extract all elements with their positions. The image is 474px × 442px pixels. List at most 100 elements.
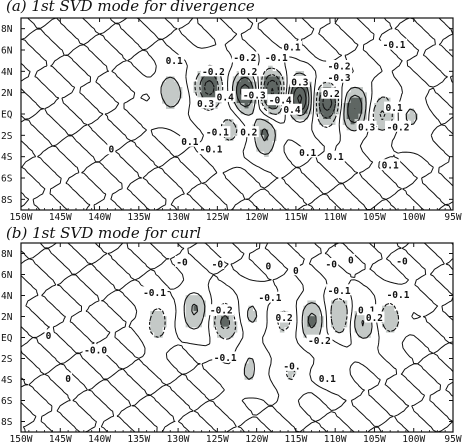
shade-cell xyxy=(295,87,301,93)
shade-cell xyxy=(299,113,305,120)
contour-label: -0.2 xyxy=(387,122,410,133)
shade-cell xyxy=(307,316,312,323)
contour-label-bg xyxy=(281,103,302,115)
shade-cell xyxy=(342,310,348,317)
shade-cell xyxy=(311,316,316,323)
shade-cell xyxy=(197,321,202,328)
shade-cell xyxy=(295,97,301,104)
shade-cell xyxy=(319,119,324,125)
shade-cell xyxy=(307,92,312,99)
shade-cell xyxy=(295,92,301,99)
shade-cell xyxy=(374,108,379,115)
shade-cell xyxy=(350,97,356,104)
shade-cell xyxy=(323,108,328,115)
shade-cell xyxy=(334,305,340,312)
shade-cell xyxy=(185,295,191,302)
shade-cell xyxy=(264,140,269,147)
contour-label-bg xyxy=(326,284,353,296)
shade-cell xyxy=(224,119,230,125)
shade-cell xyxy=(303,305,308,312)
shade-cell xyxy=(166,87,171,93)
shade-cell xyxy=(209,87,214,93)
shade-cell xyxy=(319,103,324,109)
shade-cell xyxy=(260,97,265,104)
contour-label-bg xyxy=(381,38,408,50)
shade-cell xyxy=(323,113,328,120)
contour-label: -0.1 xyxy=(328,286,351,297)
shade-cell xyxy=(342,305,348,312)
contour-label-bg xyxy=(385,288,412,300)
shade-cell xyxy=(162,321,167,328)
contour-label: 0 xyxy=(348,255,354,266)
shade-cell xyxy=(323,81,328,88)
contour-label-bg xyxy=(210,258,225,269)
shade-cell xyxy=(228,321,234,328)
shade-cell xyxy=(358,92,363,99)
shade-cell xyxy=(236,103,242,109)
x-tick-label: 100W xyxy=(402,434,425,442)
contour-label-bg xyxy=(297,146,318,158)
y-tick-label: 6S xyxy=(1,396,13,407)
contour-label: -0.1 xyxy=(383,40,406,51)
y-tick-label: 4S xyxy=(1,152,13,163)
shade-cell xyxy=(150,316,155,323)
shade-cell xyxy=(354,326,360,333)
shade-cell xyxy=(232,129,238,136)
contour-label-bg xyxy=(326,71,353,83)
shade-cell xyxy=(346,92,352,99)
contour-label-bg xyxy=(356,304,377,316)
y-tick-label: 4S xyxy=(1,375,13,386)
shade-cell xyxy=(232,124,238,131)
shade-cell xyxy=(162,81,167,88)
shade-cell xyxy=(248,305,254,312)
shade-cell xyxy=(354,97,360,104)
shade-cell xyxy=(228,119,234,125)
shade-cell xyxy=(350,108,356,115)
x-tick-label: 95W xyxy=(444,434,461,442)
shade-cell xyxy=(224,135,230,141)
shade-cell xyxy=(217,331,222,338)
shade-cell xyxy=(193,305,199,312)
shade-cell xyxy=(358,113,363,120)
shade-cell xyxy=(213,81,218,88)
contour-label: 0.3 xyxy=(358,122,375,133)
shade-cell xyxy=(272,135,277,141)
shade-cell xyxy=(327,108,332,115)
shade-cell xyxy=(205,87,210,93)
contour-label: 0 xyxy=(266,262,272,273)
x-tick-label: 100W xyxy=(402,212,425,223)
shade-cell xyxy=(315,316,320,323)
shade-cell xyxy=(228,124,234,131)
shade-cell xyxy=(236,92,242,99)
shade-cell xyxy=(272,76,277,83)
contour-label-bg xyxy=(267,94,294,106)
shade-cell xyxy=(201,87,206,93)
shade-cell xyxy=(389,316,395,323)
shade-cell xyxy=(330,321,336,328)
shade-cell xyxy=(166,76,171,83)
shade-cell xyxy=(311,326,316,333)
y-tick-label: 6N xyxy=(1,270,13,281)
shade-cell xyxy=(264,71,269,77)
shade-cell xyxy=(264,124,269,131)
shade-cell xyxy=(201,92,206,99)
contour-label: 0.1 xyxy=(327,152,344,163)
shade-cell xyxy=(342,113,348,120)
shade-cell xyxy=(185,305,191,312)
shade-cell xyxy=(193,300,199,307)
shade-cell xyxy=(248,373,254,380)
shade-cell xyxy=(385,326,391,333)
shade-cell xyxy=(338,310,344,317)
shade-cell xyxy=(197,305,202,312)
shade-cell xyxy=(256,119,261,125)
shade-cell xyxy=(248,76,254,83)
x-tick-label: 105W xyxy=(363,434,386,442)
shade-cell xyxy=(315,103,320,109)
contour-label-bg xyxy=(231,51,258,63)
y-tick-label: EQ xyxy=(1,333,13,344)
shade-cell xyxy=(275,81,281,88)
shade-cell xyxy=(330,316,336,323)
contour-label-bg xyxy=(204,126,231,138)
shade-cell xyxy=(307,103,312,109)
